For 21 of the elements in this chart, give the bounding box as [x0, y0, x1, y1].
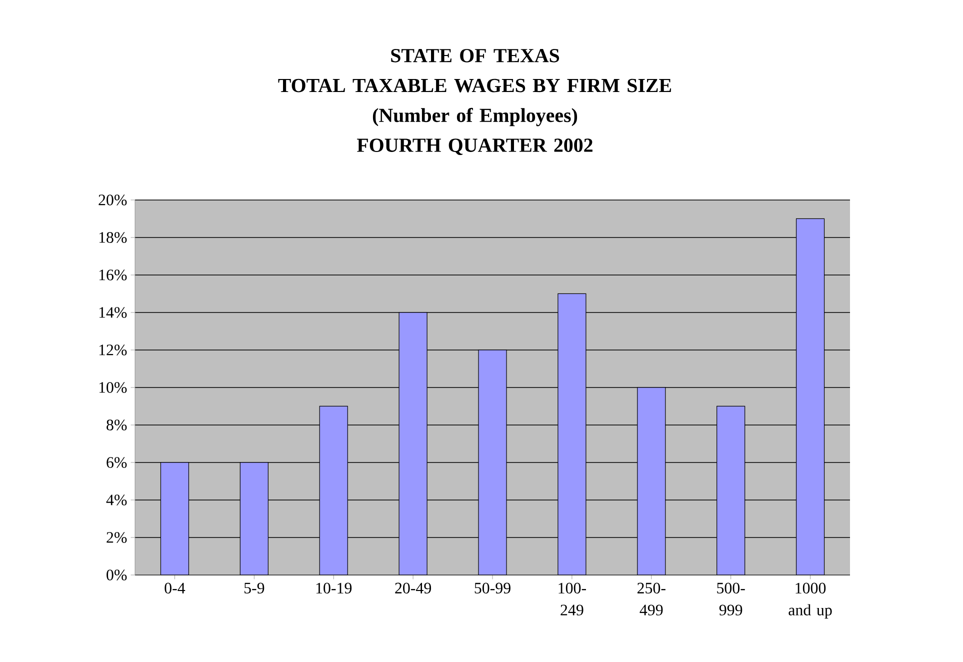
y-tick-label: 0%	[106, 570, 127, 580]
y-tick-label: 16%	[99, 270, 127, 280]
x-tick-label: 20-49	[395, 582, 431, 594]
y-tick-label: 18%	[99, 232, 127, 243]
x-tick-label: 10-19	[316, 582, 352, 594]
x-tick-label: 0-4	[164, 582, 186, 594]
x-tick-label: 500-999	[717, 582, 745, 616]
x-tick-label: 5-9	[244, 582, 264, 594]
y-tick-label: 4%	[106, 494, 127, 506]
x-tick-label: 50-99	[474, 582, 510, 594]
y-tick-label: 10%	[99, 382, 127, 393]
x-tick-label: 1000 and up	[788, 582, 832, 619]
y-tick-label: 6%	[106, 457, 127, 468]
chart-title: STATE OF TEXAS TOTAL TAXABLE WAGES BY FIRM SIZE (Number of Employees) FOURTH QUARTER 2002	[278, 48, 672, 156]
y-tick-label: 12%	[99, 344, 127, 356]
y-tick-label: 20%	[98, 194, 127, 206]
x-tick-label: 100-249	[558, 582, 586, 616]
y-tick-label: 14%	[99, 307, 127, 318]
y-tick-label: 8%	[106, 420, 127, 430]
x-tick-label: 250-499	[637, 582, 666, 616]
y-tick-label: 2%	[106, 532, 127, 543]
